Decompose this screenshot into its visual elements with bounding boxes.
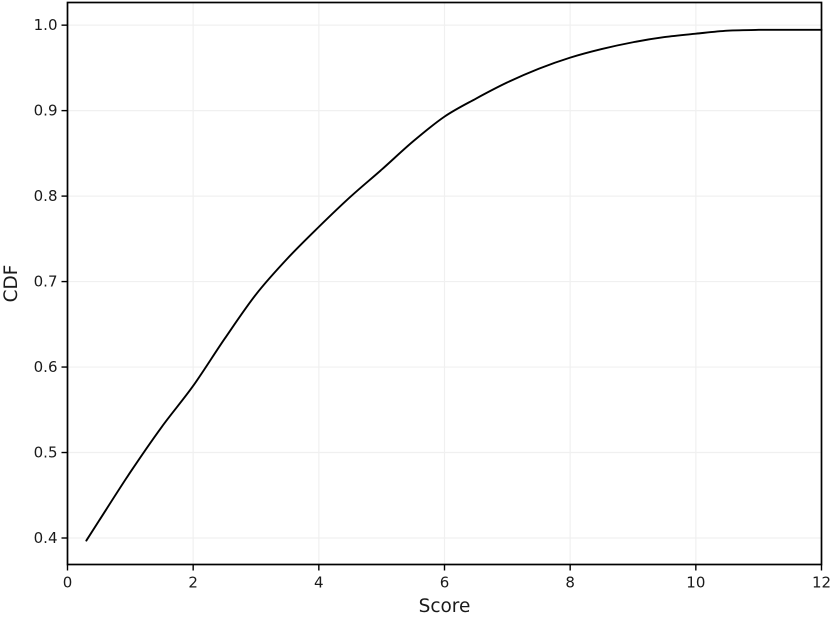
y-tick-label: 1.0	[34, 16, 58, 34]
x-axis-label: Score	[419, 596, 471, 617]
cdf-curve-line	[85, 28, 823, 542]
axis-ticks	[61, 24, 823, 571]
gridlines	[66, 2, 823, 565]
y-tick-label: 0.8	[34, 187, 58, 205]
x-tick-label: 6	[440, 574, 450, 592]
x-tick-label: 2	[188, 574, 198, 592]
y-tick-label: 0.5	[34, 444, 58, 462]
y-tick-label: 0.9	[34, 102, 58, 120]
x-tick-label: 8	[565, 574, 575, 592]
y-tick-label: 0.7	[34, 273, 58, 291]
x-tick-label: 0	[63, 574, 73, 592]
y-tick-label: 0.6	[34, 358, 58, 376]
y-tick-label: 0.4	[34, 529, 58, 547]
x-tick-label: 10	[686, 574, 705, 592]
y-axis-label: CDF	[1, 265, 22, 303]
plot-frame	[66, 1, 823, 566]
x-tick-label: 4	[314, 574, 324, 592]
x-tick-label: 12	[812, 574, 831, 592]
tick-labels: 0 2 4 6 8 10 12 0.4 0.5 0.6 0.7 0.8 0.9 1.0	[34, 16, 831, 591]
